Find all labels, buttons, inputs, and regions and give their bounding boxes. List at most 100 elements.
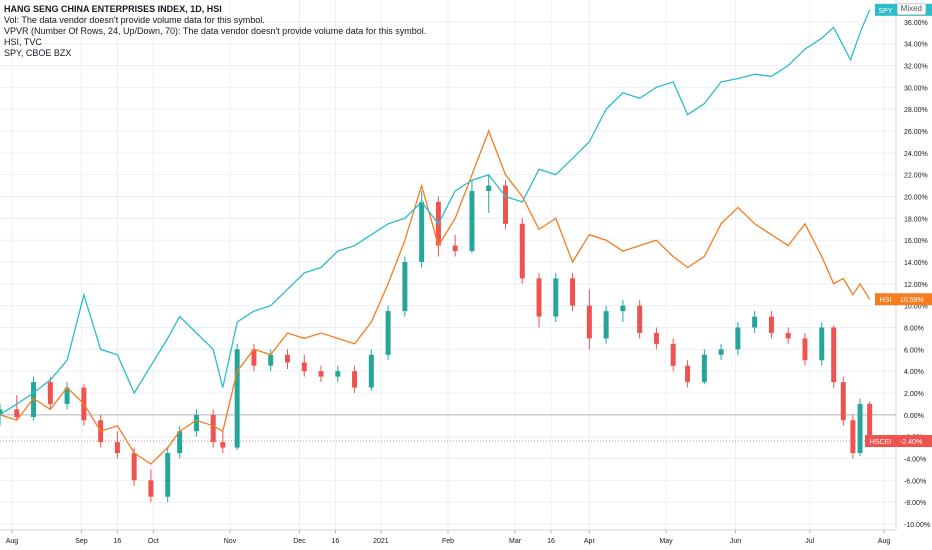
legend-volume[interactable]: Vol: The data vendor doesn't provide vol… (4, 15, 265, 25)
candle-body (519, 223, 525, 279)
candle-body (850, 420, 856, 454)
candle (469, 180, 475, 254)
candle (47, 376, 53, 410)
candle (131, 447, 137, 486)
x-tick-label: Aug (6, 538, 19, 545)
legend-title[interactable]: HANG SENG CHINA ENTERPRISES INDEX, 1D, H… (4, 4, 222, 14)
candle-body (752, 316, 758, 328)
candle-body (335, 371, 341, 377)
time-axis[interactable]: Aug Sep 16 Oct Nov Dec 16 2021 Feb Mar 16 Apr May Jun… (6, 530, 891, 545)
candle (14, 395, 20, 421)
series-name-text: SPY (878, 8, 892, 15)
candle-body (536, 278, 542, 317)
y-tick-label: 22.00% (904, 173, 928, 180)
series-name-tag (875, 3, 896, 16)
candle (0, 403, 3, 426)
candle (301, 354, 307, 377)
candle-body (486, 185, 492, 192)
candle-body (802, 338, 808, 361)
candle (718, 343, 724, 361)
candle-body (469, 191, 475, 252)
candle (701, 349, 707, 385)
candle (402, 256, 408, 317)
y-tick-label: 34.00% (904, 42, 928, 49)
candle-body (352, 371, 358, 388)
legend-hsi[interactable]: HSI, TVC (4, 37, 42, 47)
x-tick-label: Jul (805, 538, 814, 545)
legend-spy[interactable]: SPY, CBOE BZX (4, 48, 72, 58)
candle-body (165, 453, 171, 497)
candle-body (768, 316, 774, 333)
candle-body (570, 278, 576, 306)
candle (653, 327, 659, 350)
candle-body (502, 185, 508, 224)
y-tick-label: 36.00% (904, 20, 928, 27)
y-tick-label: 30.00% (904, 85, 928, 92)
series-value-text: 10.59% (900, 297, 924, 304)
series-name-text: HSI (880, 297, 892, 304)
candle (570, 272, 576, 312)
candle (318, 365, 324, 383)
candle-body (831, 327, 837, 383)
series-value-tag (896, 293, 932, 306)
candle (114, 431, 120, 459)
spy-series-line (0, 9, 871, 416)
candle (486, 174, 492, 213)
candle-body (131, 453, 137, 481)
series-value-text: -2.40% (900, 439, 922, 446)
candle-body (220, 442, 226, 448)
candle-body (586, 305, 592, 339)
candle (452, 234, 458, 257)
candle (64, 382, 70, 410)
candle-body (268, 354, 274, 366)
candle (502, 180, 508, 230)
series-name-tag (875, 293, 896, 306)
x-tick-label: Apr (584, 538, 596, 545)
candle (148, 469, 154, 503)
candle-body (251, 349, 257, 366)
x-tick-label: 2021 (373, 538, 389, 545)
y-tick-label: 8.00% (904, 326, 924, 333)
candle (193, 409, 199, 437)
y-tick-label: 24.00% (904, 151, 928, 158)
candle-body (318, 371, 324, 377)
candle-body (210, 414, 216, 443)
y-tick-label: 32.00% (904, 64, 928, 71)
y-tick-label: 6.00% (904, 347, 924, 354)
candle-body (553, 278, 559, 317)
last-label-hsi: HSI 10.59% (875, 293, 932, 306)
price-axis[interactable]: -10.00%-8.00%-6.00%-4.00%-2.00%0.00%2.00… (904, 20, 930, 529)
candle-body (193, 414, 199, 432)
candle (553, 272, 559, 323)
candle (819, 322, 825, 366)
x-tick-label: Oct (148, 538, 159, 545)
candle-body (419, 201, 425, 262)
candle-body (114, 442, 120, 454)
candle (603, 305, 609, 344)
x-tick-label: 16 (332, 538, 340, 545)
candle-body (867, 403, 873, 442)
candle-body (452, 245, 458, 252)
y-tick-label: 0.00% (904, 413, 924, 420)
candle-body (785, 332, 791, 339)
x-tick-label: Aug (878, 538, 891, 545)
candle-body (840, 382, 846, 421)
candle-body (857, 403, 863, 454)
candle (435, 196, 441, 257)
last-label-hscei: HSCEI -2.40% (865, 435, 932, 448)
candle (840, 376, 846, 426)
x-tick-label: Dec (293, 538, 306, 545)
candle-body (637, 305, 643, 333)
candle-body (620, 305, 626, 312)
candle (210, 409, 216, 448)
x-tick-label: Sep (75, 538, 88, 545)
legend-vpvr[interactable]: VPVR (Number Of Rows, 24, Up/Down, 70): … (4, 26, 427, 36)
y-tick-label: -10.00% (904, 522, 930, 529)
series-name-text: HSCEI (870, 439, 891, 446)
candle (586, 289, 592, 350)
y-tick-label: -4.00% (904, 457, 926, 464)
candle-body (368, 354, 374, 388)
scale-mode-button[interactable]: Mixed (896, 3, 926, 15)
candle-body (0, 409, 3, 415)
